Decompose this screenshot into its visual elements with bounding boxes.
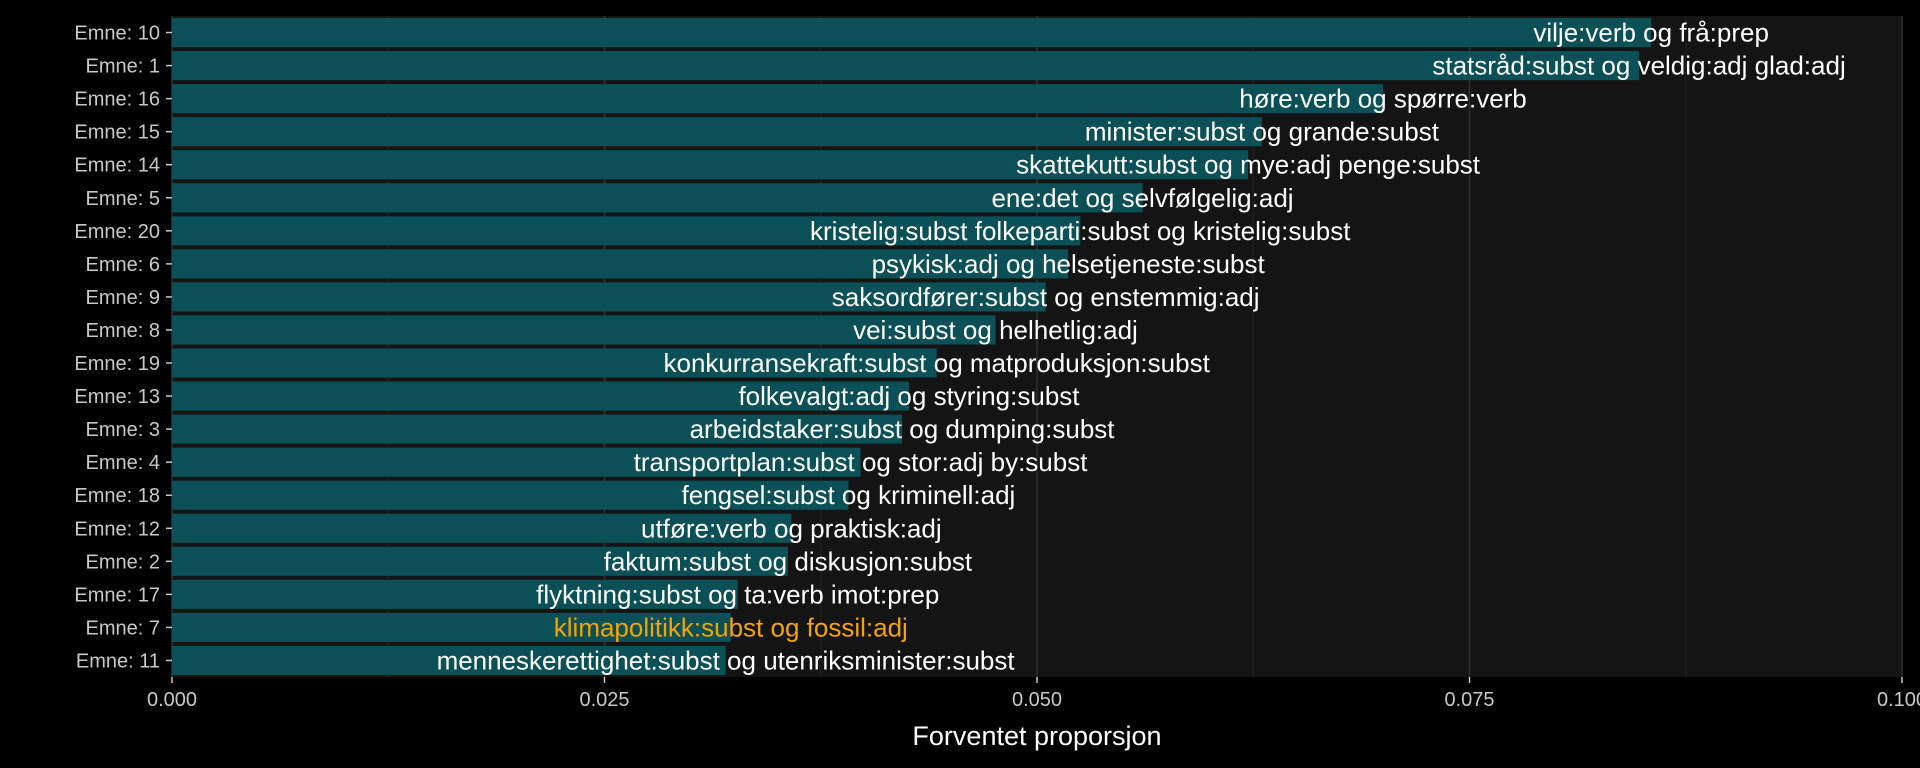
x-tick-label: 0.075 (1444, 689, 1494, 711)
y-tick-label: Emne: 3 (86, 419, 160, 441)
x-tick-label: 0.000 (147, 689, 197, 711)
y-tick-label: Emne: 9 (86, 287, 160, 309)
bar (172, 117, 1262, 147)
y-tick-label: Emne: 19 (74, 353, 160, 375)
bar (172, 414, 903, 444)
x-tick-label: 0.025 (579, 689, 629, 711)
bar (172, 84, 1383, 114)
bar (172, 249, 1069, 279)
bar-label: minister:subst og grande:subst (1085, 117, 1440, 147)
y-tick-label: Emne: 1 (86, 56, 160, 78)
bar (172, 183, 1143, 213)
y-tick-label: Emne: 7 (86, 617, 160, 639)
y-tick-label: Emne: 17 (74, 584, 160, 606)
bar-label: arbeidstaker:subst og dumping:subst (690, 414, 1116, 444)
bar (172, 645, 726, 676)
bar-label: ene:det og selvfølgelig:adj (991, 183, 1293, 213)
bar-label: høre:verb og spørre:verb (1239, 84, 1527, 114)
bar-label: skattekutt:subst og mye:adj penge:subst (1016, 150, 1481, 180)
bar-label: utføre:verb og praktisk:adj (641, 513, 942, 543)
bar-label: menneskerettighet:subst og utenriksminis… (437, 645, 1016, 675)
bar-label: kristelig:subst folkeparti:subst og kris… (810, 216, 1351, 246)
y-tick-label: Emne: 18 (74, 485, 160, 507)
bar (172, 447, 861, 477)
y-tick-label: Emne: 10 (74, 23, 160, 45)
y-tick-label: Emne: 8 (86, 320, 160, 342)
x-axis-ticks: 0.000 0.025 0.050 0.075 0.100 (147, 677, 1920, 711)
y-tick-label: Emne: 16 (74, 89, 160, 111)
y-tick-label: Emne: 11 (76, 650, 160, 672)
bar (172, 17, 1652, 48)
y-tick-label: Emne: 4 (86, 452, 160, 474)
bar (172, 315, 996, 345)
y-tick-label: Emne: 2 (86, 551, 160, 573)
bar (172, 348, 937, 378)
bar (172, 216, 1081, 246)
y-tick-label: Emne: 12 (74, 518, 160, 540)
bar (172, 51, 1640, 81)
bar-label: flyktning:subst og ta:verb imot:prep (536, 579, 939, 609)
bar-label: fengsel:subst og kriminell:adj (682, 480, 1016, 510)
bar-label: statsråd:subst og veldig:adj glad:adj (1432, 51, 1845, 81)
bar-label: saksordfører:subst og enstemmig:adj (832, 282, 1260, 312)
bar (172, 150, 1249, 180)
bar-label: psykisk:adj og helsetjeneste:subst (872, 249, 1266, 279)
bar-label: vilje:verb og frå:prep (1533, 18, 1769, 48)
y-tick-label: Emne: 13 (74, 386, 160, 408)
x-tick-label: 0.100 (1877, 689, 1920, 711)
bar-label: vei:subst og helhetlig:adj (853, 315, 1138, 345)
bar-label: klimapolitikk:subst og fossil:adj (554, 612, 908, 642)
bar (172, 282, 1046, 312)
bar (172, 513, 792, 543)
y-tick-label: Emne: 6 (86, 254, 160, 276)
y-tick-label: Emne: 5 (86, 188, 160, 210)
bar (172, 480, 849, 510)
bar-label: transportplan:subst og stor:adj by:subst (634, 447, 1089, 477)
x-tick-label: 0.050 (1012, 689, 1062, 711)
y-tick-label: Emne: 15 (74, 122, 160, 144)
bar-label: faktum:subst og diskusjon:subst (604, 546, 973, 576)
bar-label: konkurransekraft:subst og matproduksjon:… (664, 348, 1211, 378)
bar (172, 579, 738, 609)
x-axis-title: Forventet proporsjon (912, 721, 1161, 751)
y-tick-label: Emne: 14 (74, 155, 160, 177)
bar (172, 612, 731, 642)
y-axis-labels: Emne: 10 Emne: 1 Emne: 16 Emne: 15 Emne: 14 E… (74, 23, 172, 672)
bar-label: folkevalgt:adj og styring:subst (738, 381, 1080, 411)
y-tick-label: Emne: 20 (74, 221, 160, 243)
bar (172, 381, 909, 411)
bars-group (172, 17, 1652, 676)
bar (172, 546, 788, 576)
